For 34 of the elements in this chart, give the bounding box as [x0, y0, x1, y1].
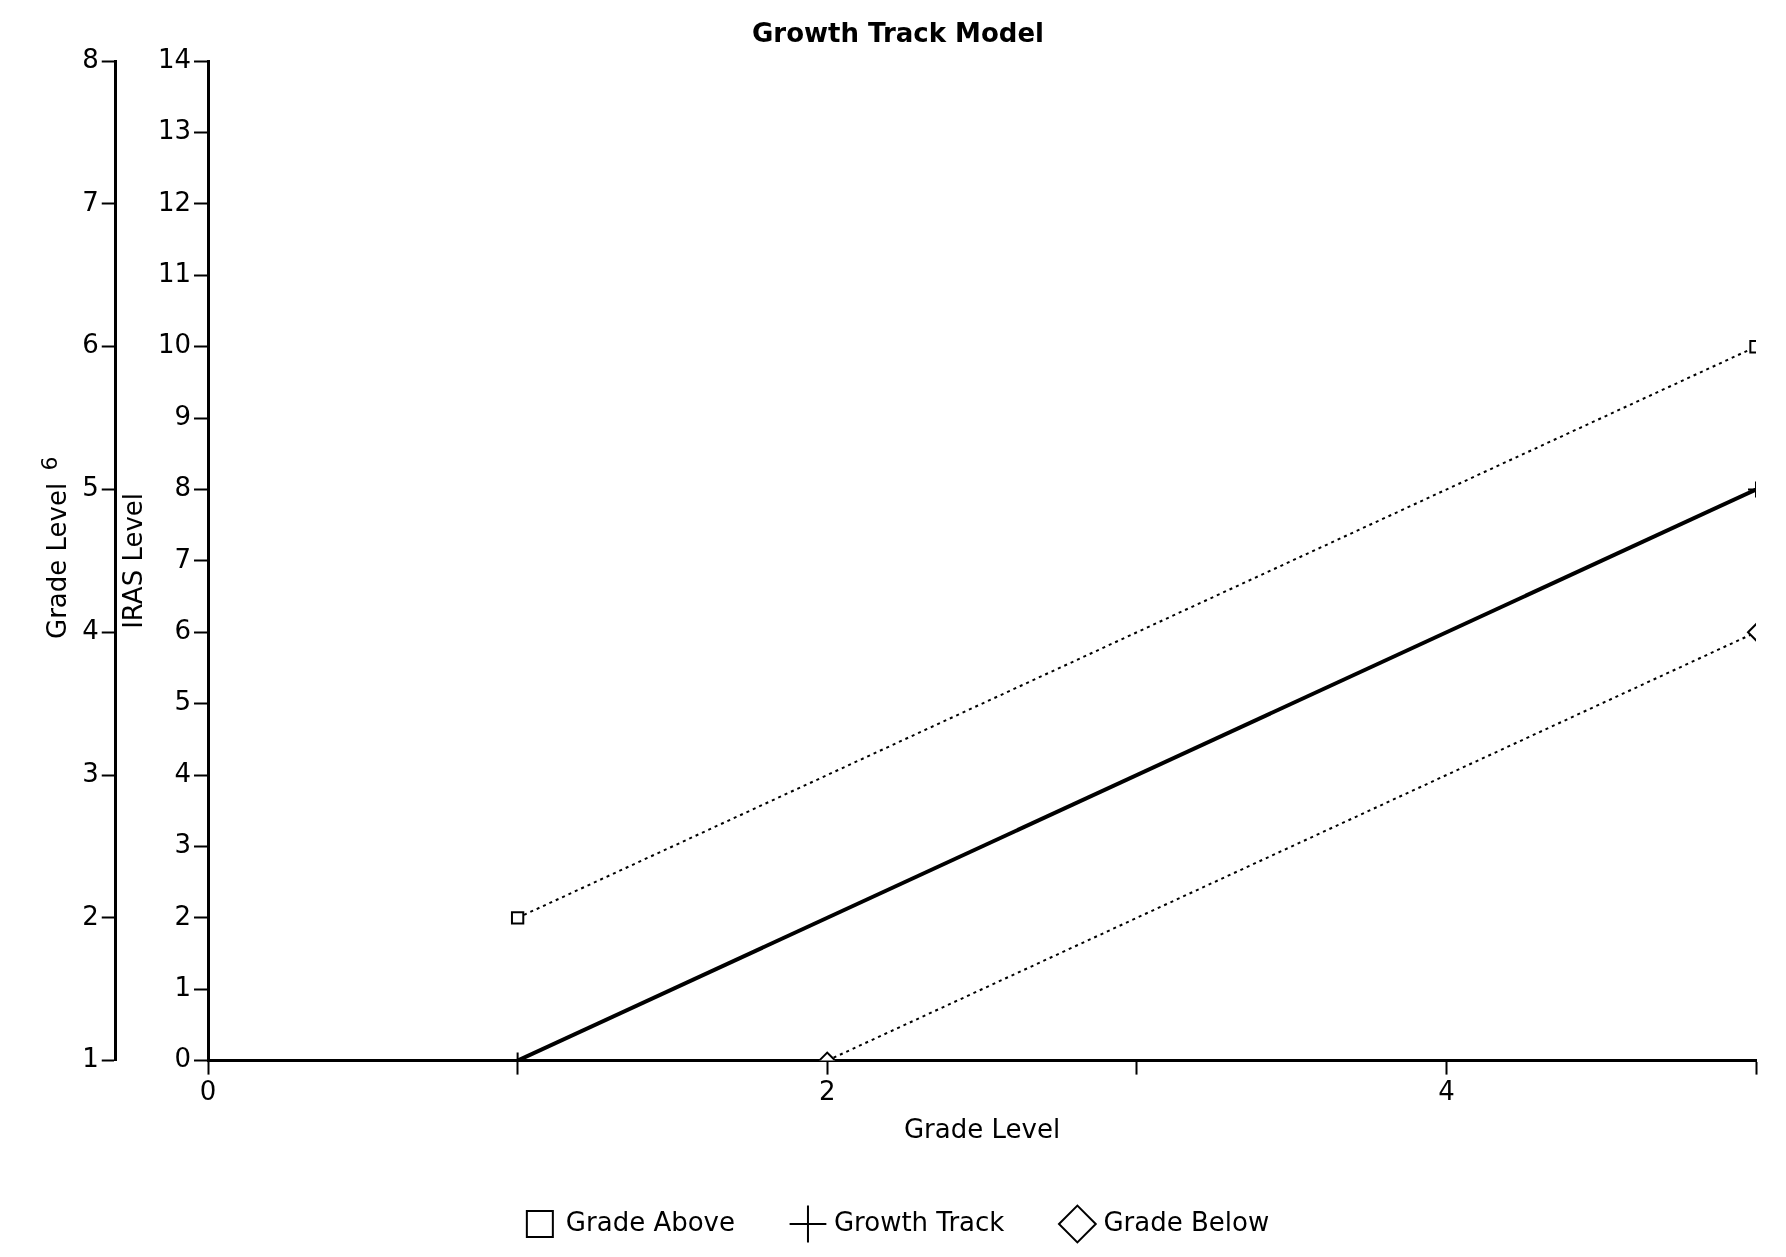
y-tick-label: 10: [157, 329, 192, 360]
x-axis-title: Grade Level: [903, 1114, 1061, 1145]
y-tick-label: 6: [174, 615, 192, 646]
y2-tick-label: 2: [82, 900, 99, 931]
legend-label: Grade Above: [565, 1206, 735, 1237]
y2-tick-label: 7: [82, 186, 99, 217]
y-tick-label: 3: [174, 829, 192, 860]
y2-tick-label: 1: [82, 1043, 99, 1074]
legend-label: Grade Below: [1103, 1206, 1270, 1237]
text: 6: [36, 456, 62, 471]
y-tick-label: 14: [157, 43, 192, 74]
chart-title: Growth Track Model: [752, 18, 1044, 49]
y-tick-label: 11: [157, 258, 192, 289]
y-tick-label: 8: [174, 472, 192, 503]
x-tick-label: 4: [1438, 1075, 1455, 1106]
y-tick-label: 12: [157, 186, 192, 217]
y-tick-label: 1: [174, 971, 192, 1002]
y2-axis-title: Grade Level: [42, 482, 73, 639]
y-tick-label: 4: [174, 757, 192, 788]
y-axis-title: IRAS Level: [118, 492, 149, 629]
y2-tick-label: 4: [82, 615, 99, 646]
y-tick-label: 7: [174, 543, 192, 574]
y2-tick-label: 6: [82, 329, 99, 360]
y2-tick-label: 3: [82, 757, 99, 788]
x-tick-label: 0: [199, 1075, 217, 1106]
y-tick-label: 0: [174, 1043, 192, 1074]
legend-label: Growth Track: [833, 1206, 1005, 1237]
y2-tick-label: 8: [82, 43, 99, 74]
x-tick-label: 2: [818, 1075, 836, 1106]
y2-tick-label: 5: [82, 472, 99, 503]
y-tick-label: 9: [174, 400, 192, 431]
y-tick-label: 13: [157, 115, 192, 146]
y-tick-label: 5: [174, 686, 192, 717]
y-tick-label: 2: [174, 900, 192, 931]
